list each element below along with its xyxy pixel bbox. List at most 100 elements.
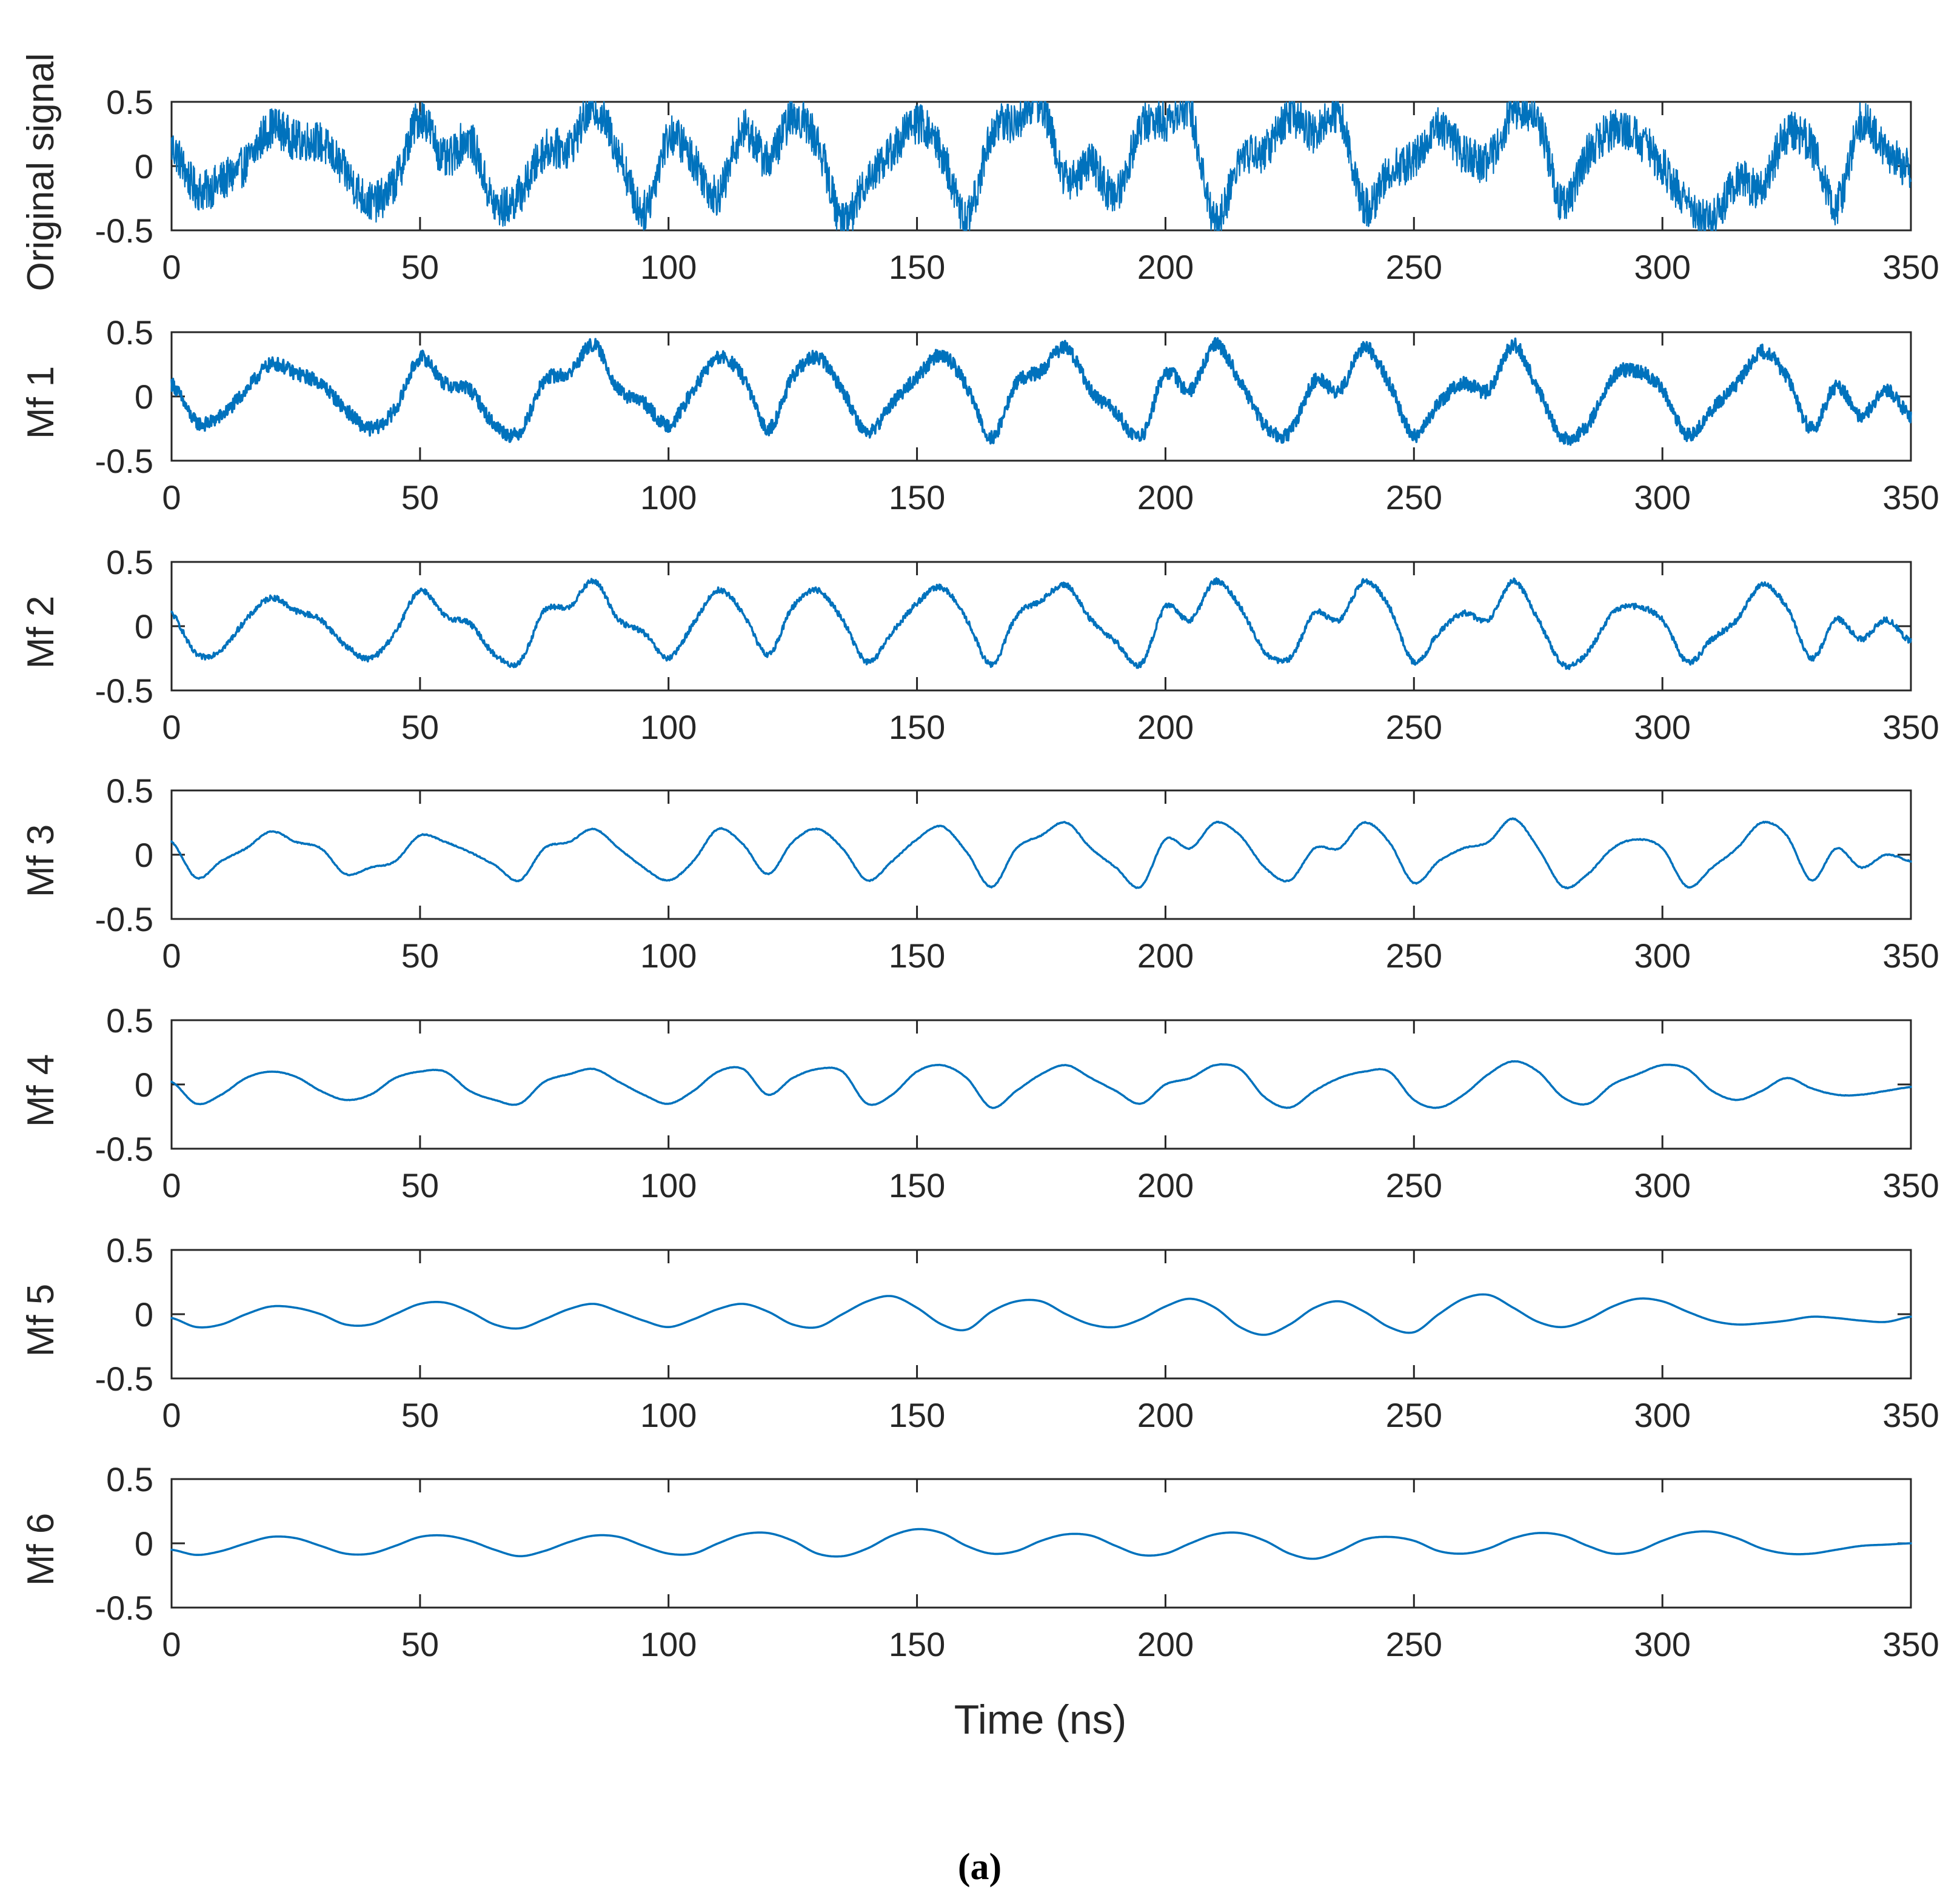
y-tick-label: -0.5 bbox=[95, 1360, 154, 1398]
x-tick-label: 200 bbox=[1137, 478, 1194, 516]
x-tick-label: 250 bbox=[1386, 708, 1442, 746]
x-tick-label: 250 bbox=[1386, 248, 1442, 286]
x-tick-label: 200 bbox=[1137, 708, 1194, 746]
y-tick-label: 0.5 bbox=[106, 313, 153, 352]
x-tick-label: 0 bbox=[162, 708, 181, 746]
y-tick-label: 0.5 bbox=[106, 1231, 153, 1269]
axes-frame bbox=[170, 789, 1912, 920]
x-tick-label: 0 bbox=[162, 248, 181, 286]
y-tick-label: 0.5 bbox=[106, 543, 153, 581]
x-tick-label: 50 bbox=[401, 937, 439, 975]
x-tick-label: 100 bbox=[640, 248, 697, 286]
axes-frame bbox=[170, 331, 1912, 462]
y-tick-label: 0 bbox=[135, 1525, 153, 1563]
x-tick-label: 100 bbox=[640, 478, 697, 516]
x-tick-label: 50 bbox=[401, 248, 439, 286]
x-tick-label: 0 bbox=[162, 937, 181, 975]
x-tick-label: 50 bbox=[401, 1396, 439, 1434]
x-tick-label: 50 bbox=[401, 1625, 439, 1663]
x-tick-label: 150 bbox=[889, 708, 945, 746]
x-tick-label: 100 bbox=[640, 937, 697, 975]
y-axis-label: Mf 4 bbox=[20, 1054, 62, 1127]
x-tick-label: 0 bbox=[162, 1396, 181, 1434]
x-tick-label: 100 bbox=[640, 1625, 697, 1663]
y-tick-label: 0.5 bbox=[106, 1001, 153, 1040]
subplot-3: 0 50 100 150 200 250 300 350-0.500.5Mf 2 bbox=[20, 543, 1939, 746]
y-tick-label: -0.5 bbox=[95, 442, 154, 480]
x-tick-label: 350 bbox=[1882, 708, 1939, 746]
x-tick-label: 200 bbox=[1137, 1625, 1194, 1663]
y-tick-label: 0 bbox=[135, 1066, 153, 1104]
series-line bbox=[170, 1060, 1912, 1109]
x-tick-label: 300 bbox=[1634, 937, 1690, 975]
x-tick-label: 50 bbox=[401, 478, 439, 516]
x-tick-label: 350 bbox=[1882, 1166, 1939, 1204]
x-tick-label: 300 bbox=[1634, 1625, 1690, 1663]
x-tick-label: 300 bbox=[1634, 708, 1690, 746]
x-tick-label: 50 bbox=[401, 708, 439, 746]
axes-frame bbox=[170, 1019, 1912, 1150]
x-tick-label: 150 bbox=[889, 937, 945, 975]
y-axis-label: Mf 6 bbox=[20, 1513, 62, 1586]
x-tick-label: 350 bbox=[1882, 1396, 1939, 1434]
x-tick-label: 250 bbox=[1386, 1166, 1442, 1204]
figure-caption: (a) bbox=[958, 1846, 1002, 1888]
subplot-6: 0 50 100 150 200 250 300 350-0.500.5Mf 5 bbox=[20, 1231, 1939, 1434]
y-tick-label: 0.5 bbox=[106, 772, 153, 810]
y-axis-label: Mf 2 bbox=[20, 596, 62, 669]
series-line bbox=[170, 817, 1912, 890]
x-tick-label: 250 bbox=[1386, 937, 1442, 975]
y-axis-label: Original signal bbox=[20, 53, 62, 292]
subplot-7: 0 50 100 150 200 250 300 350-0.500.5Mf 6 bbox=[20, 1460, 1939, 1663]
x-tick-label: 150 bbox=[889, 1396, 945, 1434]
x-tick-label: 300 bbox=[1634, 1396, 1690, 1434]
axes-frame bbox=[170, 561, 1912, 692]
y-tick-label: 0 bbox=[135, 378, 153, 416]
x-tick-label: 100 bbox=[640, 708, 697, 746]
x-tick-label: 50 bbox=[401, 1166, 439, 1204]
y-tick-label: 0.5 bbox=[106, 1460, 153, 1498]
y-tick-label: 0 bbox=[135, 836, 153, 874]
subplot-5: 0 50 100 150 200 250 300 350-0.500.5Mf 4 bbox=[20, 1001, 1939, 1204]
x-tick-label: 100 bbox=[640, 1396, 697, 1434]
y-axis-label: Mf 3 bbox=[20, 824, 62, 898]
x-tick-label: 350 bbox=[1882, 937, 1939, 975]
y-tick-label: -0.5 bbox=[95, 1589, 154, 1627]
x-tick-label: 250 bbox=[1386, 1396, 1442, 1434]
x-tick-label: 350 bbox=[1882, 1625, 1939, 1663]
y-tick-label: 0 bbox=[135, 147, 153, 185]
x-tick-label: 250 bbox=[1386, 1625, 1442, 1663]
series-line bbox=[170, 336, 1912, 446]
x-tick-label: 150 bbox=[889, 478, 945, 516]
x-tick-label: 350 bbox=[1882, 478, 1939, 516]
x-tick-label: 100 bbox=[640, 1166, 697, 1204]
x-tick-label: 300 bbox=[1634, 1166, 1690, 1204]
series-line bbox=[170, 1293, 1912, 1336]
y-tick-label: -0.5 bbox=[95, 212, 154, 250]
y-tick-label: -0.5 bbox=[95, 900, 154, 938]
x-tick-label: 350 bbox=[1882, 248, 1939, 286]
y-axis-label: Mf 1 bbox=[20, 366, 62, 439]
x-tick-label: 200 bbox=[1137, 248, 1194, 286]
x-axis-label: Time (ns) bbox=[954, 1697, 1127, 1743]
subplot-4: 0 50 100 150 200 250 300 350-0.500.5Mf 3 bbox=[20, 772, 1939, 975]
x-tick-label: 300 bbox=[1634, 248, 1690, 286]
y-tick-label: 0 bbox=[135, 607, 153, 646]
x-tick-label: 0 bbox=[162, 1166, 181, 1204]
x-tick-label: 250 bbox=[1386, 478, 1442, 516]
x-tick-label: 150 bbox=[889, 1166, 945, 1204]
axes-frame bbox=[170, 1478, 1912, 1609]
x-tick-label: 300 bbox=[1634, 478, 1690, 516]
series-line bbox=[170, 101, 1912, 232]
y-tick-label: -0.5 bbox=[95, 672, 154, 710]
subplot-2: 0 50 100 150 200 250 300 350-0.500.5Mf 1 bbox=[20, 313, 1939, 516]
x-tick-label: 200 bbox=[1137, 1396, 1194, 1434]
y-tick-label: 0 bbox=[135, 1295, 153, 1334]
x-tick-label: 150 bbox=[889, 248, 945, 286]
x-tick-label: 200 bbox=[1137, 1166, 1194, 1204]
series-line bbox=[170, 577, 1912, 670]
x-tick-label: 200 bbox=[1137, 937, 1194, 975]
